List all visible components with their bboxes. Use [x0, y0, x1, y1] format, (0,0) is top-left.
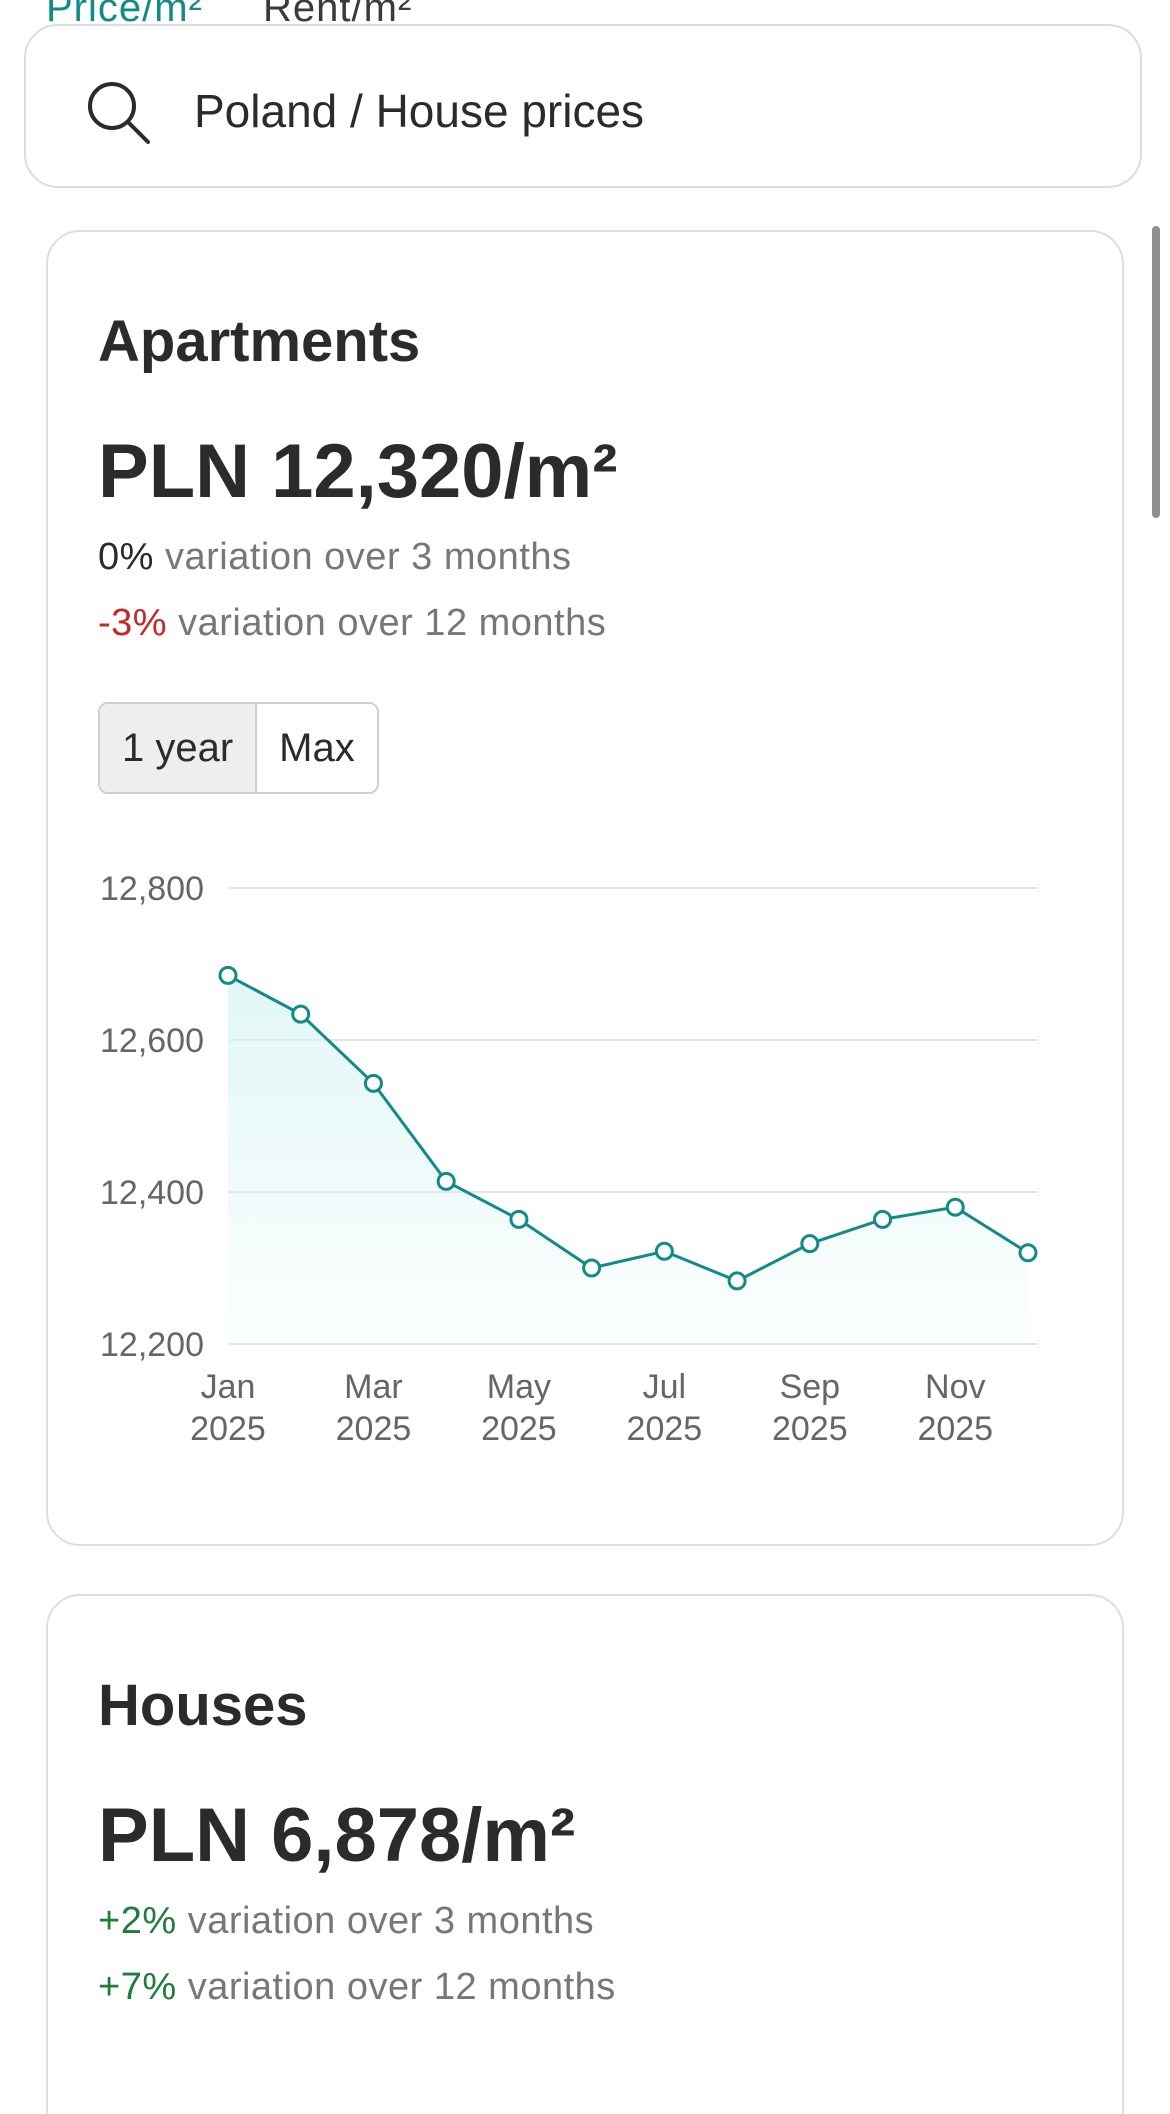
data-point: [873, 1209, 893, 1229]
search-input[interactable]: Poland / House prices: [194, 85, 645, 137]
search-icon: [88, 82, 150, 144]
card-title: Houses: [98, 1673, 308, 1738]
data-point: [436, 1171, 456, 1191]
x-tick-month: May: [487, 1368, 551, 1406]
data-point: [727, 1271, 747, 1291]
variation-percent: -3%: [98, 602, 168, 644]
price-value: PLN 6,878/m²: [98, 1793, 576, 1878]
price-chart: 12,200 12,400 12,600 12,800 Jan 2025 Mar 2025 M…: [100, 870, 1038, 1448]
data-point: [291, 1004, 311, 1024]
x-tick-month: Jul: [643, 1368, 686, 1406]
x-tick-month: Mar: [344, 1368, 403, 1406]
card-title: Apartments: [98, 309, 421, 374]
x-tick-year: 2025: [772, 1410, 848, 1448]
apartments-card: Apartments PLN 12,320/m² 0% variation ov…: [46, 230, 1124, 1546]
data-point: [363, 1073, 383, 1093]
x-tick-year: 2025: [917, 1410, 993, 1448]
range-max-button[interactable]: Max: [257, 704, 377, 792]
price-value: PLN 12,320/m²: [98, 429, 618, 514]
data-point: [654, 1241, 674, 1261]
variation-12-months: -3% variation over 12 months: [98, 602, 606, 645]
x-tick-year: 2025: [190, 1410, 266, 1448]
search-bar[interactable]: Poland / House prices: [24, 24, 1142, 188]
x-tick-month: Jan: [201, 1368, 256, 1406]
y-tick-label: 12,400: [100, 1174, 204, 1212]
series-area: [228, 975, 1028, 1344]
variation-3-months: +2% variation over 3 months: [98, 1900, 594, 1943]
data-point: [509, 1209, 529, 1229]
data-point: [800, 1234, 820, 1254]
variation-12-months: +7% variation over 12 months: [98, 1966, 616, 2009]
variation-label: variation over 3 months: [164, 536, 572, 578]
x-tick-year: 2025: [336, 1410, 412, 1448]
variation-3-months: 0% variation over 3 months: [98, 536, 571, 579]
y-tick-label: 12,200: [100, 1326, 204, 1364]
range-1-year-button[interactable]: 1 year: [100, 704, 258, 792]
series-line: [227, 974, 1029, 1283]
houses-card: Houses PLN 6,878/m² +2% variation over 3…: [46, 1594, 1124, 2114]
variation-label: variation over 12 months: [187, 1966, 616, 2008]
x-tick-month: Nov: [925, 1368, 985, 1406]
data-point: [945, 1197, 965, 1217]
variation-percent: +7%: [98, 1966, 177, 2008]
x-tick-year: 2025: [481, 1410, 557, 1448]
range-toggle: 1 year Max: [98, 702, 379, 794]
variation-label: variation over 12 months: [178, 602, 607, 644]
y-tick-label: 12,800: [100, 870, 204, 908]
x-tick-year: 2025: [627, 1410, 703, 1448]
variation-label: variation over 3 months: [187, 1900, 595, 1942]
x-tick-month: Sep: [780, 1368, 841, 1406]
scrollbar[interactable]: [1152, 226, 1160, 518]
y-tick-label: 12,600: [100, 1022, 204, 1060]
variation-percent: +2%: [98, 1900, 177, 1942]
data-point: [582, 1258, 602, 1278]
data-point: [218, 965, 238, 985]
variation-percent: 0%: [98, 536, 154, 578]
data-point: [1018, 1243, 1038, 1263]
